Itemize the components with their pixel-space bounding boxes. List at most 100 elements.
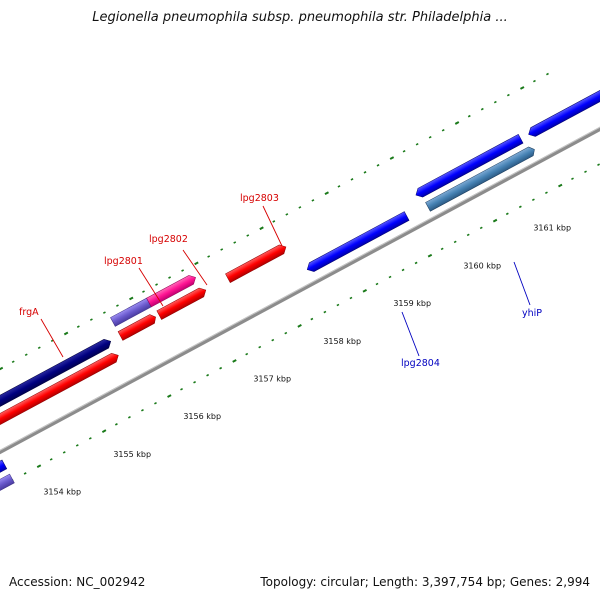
outer-tick xyxy=(11,360,15,364)
outer-tick xyxy=(298,206,302,209)
outer-tick xyxy=(311,199,315,202)
kbp-label: 3161 kbp xyxy=(533,224,571,233)
map-title: Legionella pneumophila subsp. pneumophil… xyxy=(92,10,508,25)
inner-tick xyxy=(206,373,210,377)
outer-tick xyxy=(546,72,549,76)
outer-tick xyxy=(142,290,145,293)
inner-tick xyxy=(258,345,262,349)
outer-tick xyxy=(102,311,106,314)
inner-tick xyxy=(88,437,92,440)
inner-tick xyxy=(127,416,131,419)
gene-lpg2801[interactable] xyxy=(117,313,158,341)
kbp-label: 3156 kbp xyxy=(183,412,221,421)
kbp-label-row: 3154 kbp 3155 kbp 3156 kbp 3157 kbp 3158 kbp… xyxy=(43,224,571,497)
inner-tick xyxy=(414,261,418,265)
outer-tick-row xyxy=(0,72,549,371)
inner-tick xyxy=(388,275,392,279)
inner-tick xyxy=(297,324,302,328)
inner-tick xyxy=(375,282,379,286)
outer-tick xyxy=(480,107,484,111)
inner-tick xyxy=(427,253,433,258)
inner-tick xyxy=(284,331,288,335)
outer-tick xyxy=(116,304,119,307)
outer-tick xyxy=(24,353,28,357)
outer-tick xyxy=(389,156,395,160)
gene-label-lpg2803[interactable]: lpg2803 xyxy=(240,193,279,204)
inner-tick xyxy=(323,310,327,314)
kbp-label: 3157 kbp xyxy=(253,374,291,383)
accession-label: Accession: NC_002942 xyxy=(9,575,146,589)
outer-tick xyxy=(63,331,69,336)
outer-tick xyxy=(168,276,172,279)
inner-tick xyxy=(479,226,483,230)
gene-lpg2802[interactable] xyxy=(156,286,208,320)
inner-tick xyxy=(453,240,457,244)
inner-tick xyxy=(23,472,27,475)
outer-tick xyxy=(285,213,289,216)
gene-lpg2803[interactable] xyxy=(225,243,288,283)
inner-tick xyxy=(141,409,144,412)
gene-next-blue[interactable] xyxy=(526,89,600,139)
outer-tick xyxy=(533,79,536,83)
inner-tick xyxy=(62,451,66,454)
inner-tick xyxy=(584,170,587,173)
kbp-label: 3155 kbp xyxy=(113,450,151,459)
inner-tick xyxy=(571,177,574,181)
outer-tick xyxy=(454,121,460,125)
outer-tick xyxy=(272,220,276,223)
gene-label-lpg2804[interactable]: lpg2804 xyxy=(401,358,440,369)
inner-tick xyxy=(440,247,444,251)
outer-tick xyxy=(233,241,237,244)
inner-tick xyxy=(271,338,275,342)
gene-label-leaders xyxy=(40,205,531,358)
inner-tick xyxy=(193,380,197,384)
gene-lpg2804[interactable] xyxy=(305,211,410,274)
inner-tick xyxy=(310,317,314,321)
outer-tick xyxy=(129,296,134,301)
outer-tick xyxy=(0,366,4,371)
outer-tick xyxy=(519,86,525,90)
inner-tick xyxy=(597,163,600,166)
gene-label-frgA[interactable]: frgA xyxy=(19,307,39,318)
inner-tick-row xyxy=(10,163,600,482)
inner-tick xyxy=(544,191,548,195)
gene-frgA-navy[interactable] xyxy=(0,337,113,418)
kbp-label: 3158 kbp xyxy=(323,337,361,346)
inner-tick xyxy=(232,359,237,363)
kbp-label: 3160 kbp xyxy=(463,261,501,270)
outer-tick xyxy=(506,93,510,97)
inner-tick xyxy=(518,205,522,209)
outer-tick xyxy=(220,248,224,251)
outer-tick xyxy=(467,114,471,118)
outer-tick xyxy=(259,226,264,231)
inner-tick xyxy=(466,233,470,237)
gene-frgA[interactable] xyxy=(0,351,121,432)
reverse-strand-genes xyxy=(0,89,600,521)
outer-tick xyxy=(415,142,419,146)
outer-tick xyxy=(324,191,329,195)
outer-tick xyxy=(337,185,341,188)
outer-tick xyxy=(76,325,80,328)
kbp-label: 3154 kbp xyxy=(43,488,81,497)
gene-yhiP-strip[interactable] xyxy=(414,133,524,199)
outer-tick xyxy=(363,171,367,174)
outer-tick xyxy=(402,149,406,153)
genome-stats-label: Topology: circular; Length: 3,397,754 bp… xyxy=(260,575,590,589)
gene-label-yhiP[interactable]: yhiP xyxy=(522,308,542,319)
outer-tick xyxy=(428,135,432,139)
outer-tick xyxy=(181,269,185,272)
kbp-label: 3159 kbp xyxy=(393,299,431,308)
outer-tick xyxy=(493,100,497,104)
gene-prev-blue[interactable] xyxy=(0,459,8,507)
outer-tick xyxy=(441,128,445,132)
gene-label-lpg2802[interactable]: lpg2802 xyxy=(149,234,188,245)
inner-tick xyxy=(167,394,172,398)
inner-tick xyxy=(505,212,509,216)
gene-label-lpg2801[interactable]: lpg2801 xyxy=(104,256,143,267)
gene-yhiP[interactable] xyxy=(425,145,537,212)
outer-tick xyxy=(89,318,93,321)
outer-tick xyxy=(155,283,158,286)
gene-prev-slate[interactable] xyxy=(0,473,15,521)
outer-tick xyxy=(207,255,211,258)
